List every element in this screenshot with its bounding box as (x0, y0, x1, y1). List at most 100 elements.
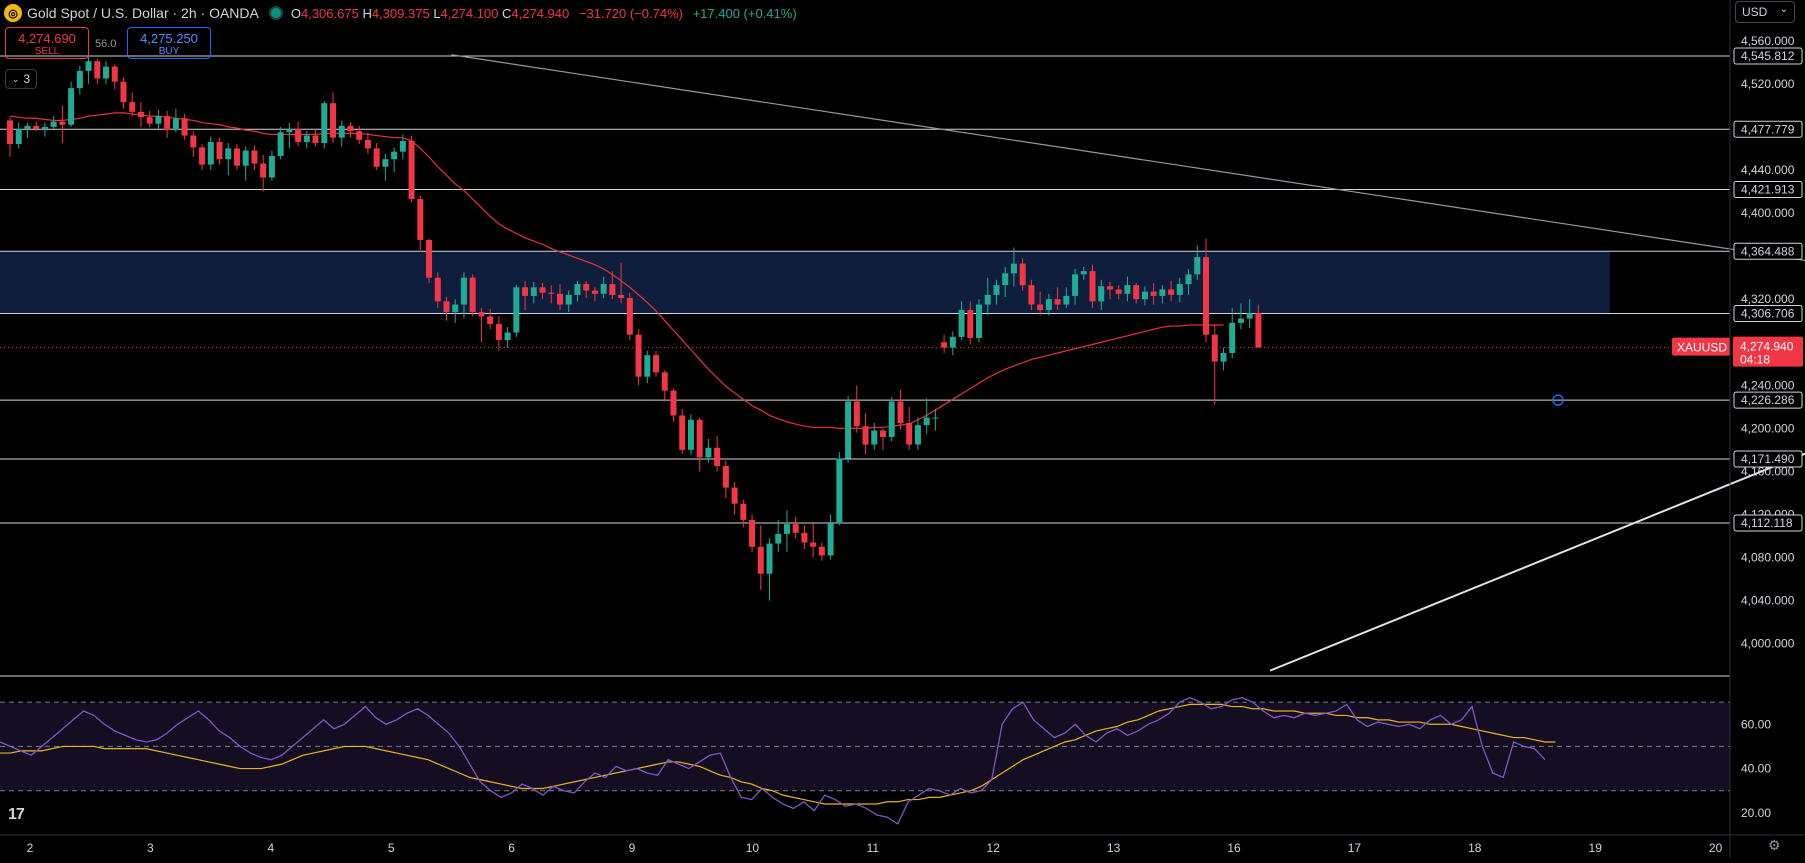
level-price-pill: 4,171.490 (1733, 450, 1803, 468)
candle-body (740, 503, 747, 520)
candle-body (757, 546, 764, 574)
candle-body (164, 116, 171, 131)
candle-body (862, 426, 869, 445)
candle (242, 146, 249, 181)
candle (452, 299, 459, 323)
candle-body (626, 298, 633, 335)
candle (949, 331, 956, 356)
candle (487, 308, 494, 330)
candle-body (487, 316, 494, 324)
candle-body (1054, 299, 1061, 305)
sell-button[interactable]: 4,274.690 SELL (5, 27, 89, 59)
candle (600, 276, 607, 299)
candle-body (1089, 271, 1096, 302)
candle (967, 301, 974, 345)
rsi-line (0, 697, 1546, 825)
candle (810, 523, 817, 558)
candle (539, 283, 546, 300)
candle-body (1115, 289, 1122, 294)
time-axis[interactable]: 2 3 4 5 6 9 10 11 12 13 16 17 18 19 20 (27, 841, 1723, 855)
resistance-zone-layer (0, 251, 1610, 314)
candle (1010, 247, 1017, 287)
time-tick-label: 5 (388, 841, 395, 855)
candle (976, 299, 983, 343)
indicators-collapse-button[interactable]: ⌄ 3 (5, 69, 37, 89)
price-tick-label: 4,320.000 (1741, 292, 1795, 306)
candle (321, 101, 328, 149)
candle-body (242, 150, 249, 166)
candle-body (810, 542, 817, 547)
candle (932, 408, 939, 431)
candle-body (530, 287, 537, 296)
gear-icon[interactable]: ⚙ (1768, 837, 1781, 853)
candle-body (932, 417, 939, 419)
candle-body (330, 103, 337, 138)
candle-body (1176, 284, 1183, 295)
candle (15, 122, 22, 149)
candle (923, 398, 930, 434)
candle (731, 482, 738, 515)
high-label: H (362, 5, 372, 21)
price-tick-label: 4,400.000 (1741, 206, 1795, 220)
candle-body (888, 401, 895, 437)
candle-body (76, 70, 83, 89)
candle (818, 542, 825, 561)
candle (530, 281, 537, 304)
candle (1072, 269, 1079, 305)
candle-body (146, 117, 153, 124)
candle (216, 137, 223, 165)
time-tick-label: 18 (1468, 841, 1482, 855)
candle (251, 145, 258, 170)
candle-body (1211, 334, 1218, 362)
candle-body (1194, 257, 1201, 275)
candle-body (225, 148, 232, 160)
candle (1019, 258, 1026, 291)
candle-body (216, 141, 223, 160)
candle (653, 350, 660, 377)
candle (85, 56, 92, 84)
candle-body (591, 290, 598, 294)
candle-body (556, 293, 563, 305)
candle-body (818, 546, 825, 556)
high-value: 4,309.375 (371, 5, 430, 21)
price-tick-label: 4,080.000 (1741, 551, 1795, 565)
candle-body (1098, 286, 1105, 302)
candle-body (906, 422, 913, 445)
rsi-tick-label: 20.00 (1741, 806, 1771, 820)
candle-body (949, 336, 956, 348)
candle-body (460, 277, 467, 305)
candle (836, 452, 843, 526)
candle-body (574, 284, 581, 295)
candle-body (1045, 299, 1052, 310)
candle (1159, 285, 1166, 304)
candle-body (469, 277, 476, 313)
candle-body (644, 355, 651, 377)
candle-body (1080, 271, 1087, 275)
candle (1028, 279, 1035, 310)
candle (670, 388, 677, 422)
candle-body (155, 116, 162, 124)
buy-button[interactable]: 4,275.250 BUY (127, 27, 211, 59)
price-axis[interactable]: 4,560.000 4,520.000 4,440.000 4,400.000 4,32… (1672, 34, 1803, 820)
candle (591, 287, 598, 302)
candle-body (1037, 304, 1044, 310)
currency-selector[interactable]: USD ⌄ (1735, 1, 1795, 23)
symbol-title[interactable]: Gold Spot / U.S. Dollar · 2h · OANDA (27, 5, 259, 21)
candle (434, 272, 441, 308)
candle-body (408, 140, 415, 200)
market-status-icon[interactable] (268, 6, 283, 20)
candle-body (59, 121, 66, 125)
candle-body (1246, 313, 1253, 319)
price-tick-label: 4,240.000 (1741, 378, 1795, 392)
time-tick-label: 4 (267, 841, 274, 855)
candle (146, 110, 153, 127)
time-tick-label: 16 (1227, 841, 1241, 855)
candle (1124, 276, 1131, 302)
rsi-pane (0, 697, 1730, 825)
candle (268, 150, 275, 181)
price-tick-label: 4,160.000 (1741, 464, 1795, 478)
level-pill-box (1733, 304, 1803, 322)
tradingview-logo[interactable]: 17 (8, 806, 25, 823)
